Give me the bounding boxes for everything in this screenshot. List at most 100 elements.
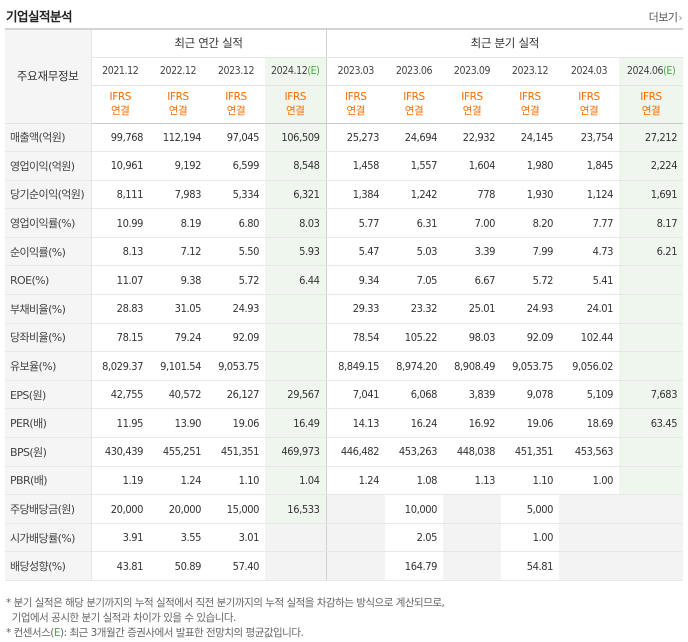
table-cell: 9,056.02	[559, 351, 620, 381]
table-cell: 16.24	[385, 408, 444, 439]
table-cell: 16.92	[443, 408, 502, 439]
table-cell: 8.19	[149, 208, 207, 238]
table-cell	[325, 494, 386, 524]
table-cell: 3.39	[443, 237, 502, 267]
table-cell: 8.03	[265, 208, 327, 238]
period-header: 2024.12(E)	[265, 57, 327, 86]
table-cell: 5,334	[207, 180, 265, 210]
row-label: 주당배당금(원)	[5, 494, 92, 524]
table-cell: 8,974.20	[385, 351, 444, 381]
table-cell: 9,078	[501, 379, 560, 410]
table-cell: 1.10	[207, 466, 265, 496]
table-cell	[619, 551, 684, 581]
table-cell	[265, 551, 327, 581]
table-cell	[325, 523, 386, 553]
table-cell: 42,755	[91, 379, 149, 410]
period-header: 2023.09	[443, 57, 502, 86]
table-cell: 9,101.54	[149, 351, 207, 381]
table-cell: 6,321	[265, 180, 327, 210]
table-cell: 102.44	[559, 323, 620, 353]
table-cell: 27,212	[619, 122, 684, 153]
table-cell: 1,845	[559, 151, 620, 181]
table-cell: 5,109	[559, 379, 620, 410]
row-label: 순이익률(%)	[5, 237, 92, 267]
table-cell: 16,533	[265, 494, 327, 524]
table-row: BPS(원) 430,439 455,251 451,351 469,973 446,48…	[5, 437, 684, 467]
chevron-right-icon: ›	[678, 13, 683, 24]
table-cell	[443, 551, 502, 581]
table-cell: 10,000	[385, 494, 444, 524]
row-label: PBR(배)	[5, 466, 92, 496]
table-cell: 20,000	[91, 494, 149, 524]
table-cell: 3.91	[91, 523, 149, 553]
footnote-2: 기업에서 공시한 분기 실적과 차이가 있을 수 있습니다.	[6, 612, 237, 624]
table-cell: 3.01	[207, 523, 265, 553]
row-label: 부채비율(%)	[5, 294, 92, 324]
table-cell: 164.79	[385, 551, 444, 581]
row-label: 당좌비율(%)	[5, 323, 92, 353]
table-cell: 1.08	[385, 466, 444, 496]
table-cell: 6.44	[265, 265, 327, 296]
row-label: 유보율(%)	[5, 351, 92, 381]
table-row: 당좌비율(%) 78.15 79.24 92.09 78.54 105.22 98.03 92…	[5, 323, 684, 353]
section-title: 기업실적분석	[6, 9, 73, 24]
table-cell: 6.21	[619, 237, 684, 267]
table-cell: 455,251	[149, 437, 207, 467]
table-cell: 1,384	[325, 180, 386, 210]
table-cell: 7,041	[325, 379, 386, 410]
row-label: 시가배당률(%)	[5, 523, 92, 553]
table-cell: 1,124	[559, 180, 620, 210]
table-cell: 99,768	[91, 122, 149, 153]
table-cell: 6.67	[443, 265, 502, 296]
table-cell: 11.95	[91, 408, 149, 439]
table-cell: 7,683	[619, 379, 684, 410]
period-header: 2022.12	[149, 57, 207, 86]
table-cell: 8.17	[619, 208, 684, 238]
table-cell: 29.33	[325, 294, 386, 324]
table-cell: 9,192	[149, 151, 207, 181]
table-cell: 98.03	[443, 323, 502, 353]
table-cell	[559, 551, 620, 581]
table-cell: 5.72	[501, 265, 560, 296]
table-cell: 31.05	[149, 294, 207, 324]
more-link[interactable]: 더보기›	[649, 9, 683, 25]
period-header: 2023.12	[207, 57, 265, 86]
table-cell: 5.41	[559, 265, 620, 296]
quarterly-group-label: 최근 분기 실적	[325, 28, 684, 58]
table-row: 배당성향(%) 43.81 50.89 57.40 164.79 54.81	[5, 551, 684, 581]
period-header: 2023.03	[325, 57, 386, 86]
table-cell: 1.24	[149, 466, 207, 496]
table-row: 영업이익(억원) 10,961 9,192 6,599 8,548 1,458 1,557 1…	[5, 151, 684, 181]
table-row: 당기순이익(억원) 8,111 7,983 5,334 6,321 1,384 1,242 7…	[5, 180, 684, 210]
row-label: PER(배)	[5, 408, 92, 439]
table-cell: 25.01	[443, 294, 502, 324]
period-header: 2023.12	[501, 57, 560, 86]
consensus-e-marker: E	[53, 627, 61, 639]
table-cell: 451,351	[501, 437, 560, 467]
table-cell: 19.06	[207, 408, 265, 439]
table-cell: 1.00	[559, 466, 620, 496]
table-cell: 105.22	[385, 323, 444, 353]
table-cell: 446,482	[325, 437, 386, 467]
table-cell: 5.77	[325, 208, 386, 238]
financial-table: 주요재무정보 최근 연간 실적 최근 분기 실적 2021.12 2022.12 2…	[5, 28, 684, 581]
table-row: 시가배당률(%) 3.91 3.55 3.01 2.05 1.00	[5, 523, 684, 553]
table-cell	[619, 437, 684, 467]
table-cell	[619, 351, 684, 381]
table-cell: 112,194	[149, 122, 207, 153]
table-cell: 1,557	[385, 151, 444, 181]
table-cell: 469,973	[265, 437, 327, 467]
table-cell: 1,930	[501, 180, 560, 210]
table-cell: 18.69	[559, 408, 620, 439]
table-cell: 19.06	[501, 408, 560, 439]
table-cell: 1,604	[443, 151, 502, 181]
table-cell: 106,509	[265, 122, 327, 153]
table-row: 부채비율(%) 28.83 31.05 24.93 29.33 23.32 25.01 24.…	[5, 294, 684, 324]
ifrs-consolidated-label: IFRS 연결	[325, 85, 386, 124]
table-cell: 24.93	[207, 294, 265, 324]
annual-group-label: 최근 연간 실적	[91, 28, 327, 58]
table-cell: 3,839	[443, 379, 502, 410]
footnote-3: * 컨센서스(E): 최근 3개월간 증권사에서 발표한 전망치의 평균값입니다…	[6, 627, 304, 639]
table-cell: 24.01	[559, 294, 620, 324]
table-cell: 1.04	[265, 466, 327, 496]
